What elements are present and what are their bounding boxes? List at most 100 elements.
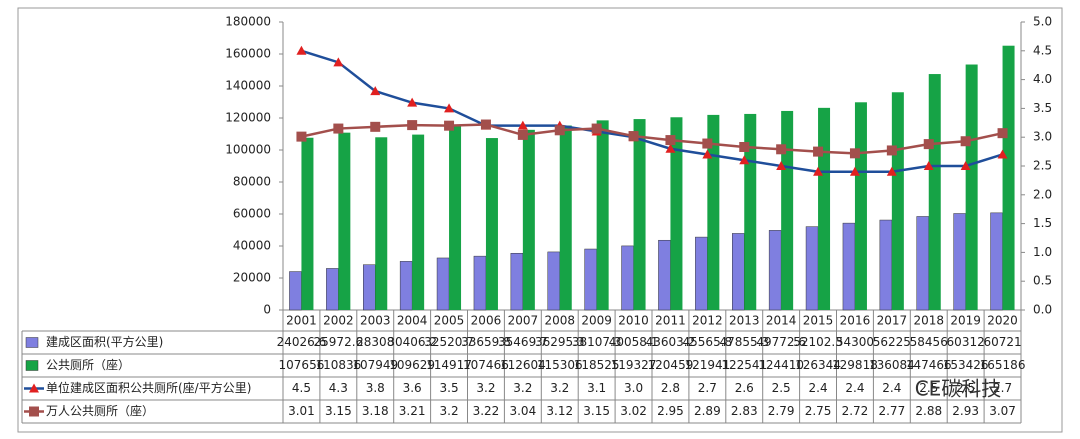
table-value: 112604 <box>500 358 546 372</box>
table-value: 107466 <box>463 358 509 372</box>
table-value: 3.22 <box>473 404 500 418</box>
marker <box>333 57 344 67</box>
table-value: 2.75 <box>805 404 832 418</box>
legend-label: 单位建成区面积公共厕所(座/平方公里) <box>46 380 251 395</box>
bar <box>990 212 1003 311</box>
bar <box>965 64 978 310</box>
table-value: 3.2 <box>550 381 569 395</box>
table-value: 120459 <box>648 358 694 372</box>
marker <box>960 161 971 170</box>
bar <box>732 233 745 311</box>
table-value: 40058.1 <box>609 335 659 349</box>
bar <box>805 226 819 311</box>
table-value: 124410 <box>758 358 804 372</box>
marker <box>407 97 418 107</box>
bar <box>584 248 597 311</box>
table-value: 3.07 <box>989 404 1016 418</box>
legend-key <box>25 337 39 348</box>
x-tick-label: 2005 <box>434 314 465 328</box>
table-value: 60312 <box>947 335 985 349</box>
x-tick-label: 2016 <box>840 314 871 328</box>
y-tick-label: 160000 <box>225 47 271 61</box>
table-value: 3.15 <box>325 404 352 418</box>
table-value: 4.5 <box>292 381 311 395</box>
bar <box>473 255 487 311</box>
marker <box>886 166 897 176</box>
bar <box>301 137 314 310</box>
x-tick-label: 2020 <box>987 314 1018 328</box>
bar <box>559 125 572 310</box>
table-value: 43603.2 <box>646 335 696 349</box>
table-value: 3.02 <box>620 404 647 418</box>
marker <box>813 166 824 176</box>
table-value: 2.8 <box>661 381 680 395</box>
table-value: 2.6 <box>735 381 754 395</box>
marker <box>444 103 455 113</box>
table-value: 2.72 <box>842 404 869 418</box>
table-value: 2.7 <box>698 381 717 395</box>
table-value: 3.2 <box>476 381 495 395</box>
table-value: 52102.3 <box>793 335 843 349</box>
table-value: 2.88 <box>915 404 942 418</box>
x-tick-label: 2009 <box>581 314 612 328</box>
table-value: 118525 <box>574 358 620 372</box>
bar <box>928 74 941 310</box>
table-value: 121941 <box>684 358 730 372</box>
table-value: 3.5 <box>440 381 459 395</box>
marker <box>517 120 528 130</box>
line <box>301 49 1003 174</box>
table-value: 30406.2 <box>387 335 437 349</box>
marker <box>960 136 971 147</box>
table-value: 107656 <box>279 358 325 372</box>
table-value: 153426 <box>943 358 989 372</box>
table-value: 129818 <box>832 358 878 372</box>
marker <box>849 166 860 176</box>
bar <box>596 120 609 310</box>
marker <box>517 129 528 140</box>
table-value: 2.4 <box>845 381 864 395</box>
marker <box>554 125 565 136</box>
table-value: 2.4 <box>882 381 901 395</box>
x-tick-label: 2017 <box>877 314 908 328</box>
table-value: 2.5 <box>919 381 938 395</box>
line <box>301 123 1003 155</box>
marker <box>296 45 307 55</box>
marker <box>628 131 639 142</box>
marker <box>923 161 934 170</box>
bar <box>781 110 794 310</box>
table-value: 3.21 <box>399 404 426 418</box>
x-tick-label: 2010 <box>618 314 649 328</box>
table-value: 2.93 <box>952 404 979 418</box>
bar <box>399 261 413 311</box>
bar <box>436 257 450 311</box>
table-value: 3.15 <box>583 404 610 418</box>
marker <box>665 143 676 153</box>
bar <box>621 245 634 311</box>
table-value: 109629 <box>389 358 435 372</box>
y2-tick-label: 5.0 <box>1033 15 1052 29</box>
bar <box>818 107 831 310</box>
table-value: 45565.8 <box>683 335 733 349</box>
marker <box>333 123 344 134</box>
y-tick-label: 120000 <box>225 111 271 125</box>
table-value: 56225 <box>873 335 911 349</box>
y2-tick-label: 0.0 <box>1033 303 1052 317</box>
table-value: 47855.3 <box>719 335 769 349</box>
bar <box>412 134 425 310</box>
table-value: 107949 <box>352 358 398 372</box>
legend-key <box>29 383 39 393</box>
marker <box>776 161 787 170</box>
bar <box>842 222 856 311</box>
bar <box>522 129 535 310</box>
y2-tick-label: 1.5 <box>1033 216 1052 230</box>
table-value: 2.5 <box>956 381 975 395</box>
x-tick-label: 2011 <box>655 314 686 328</box>
x-tick-label: 2015 <box>803 314 834 328</box>
y2-tick-label: 1.0 <box>1033 245 1052 259</box>
bar <box>707 114 720 310</box>
marker <box>813 146 824 157</box>
marker <box>370 86 381 96</box>
marker <box>739 155 750 165</box>
bar <box>547 251 560 311</box>
